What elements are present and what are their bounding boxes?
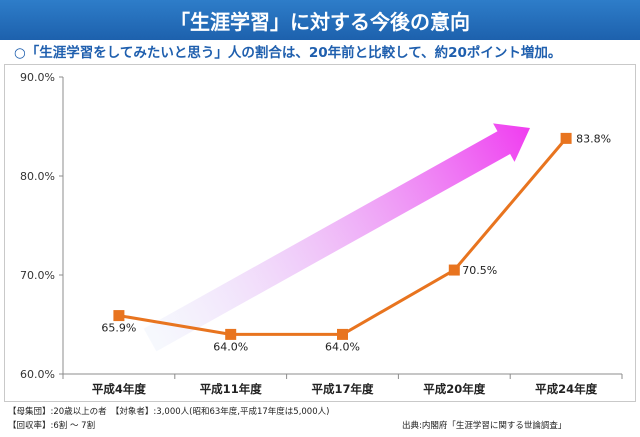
y-tick-label: 80.0% bbox=[20, 170, 55, 183]
data-label: 83.8% bbox=[576, 132, 611, 145]
footnote-response-rate: 【回収率】:6割 ～ 7割 bbox=[8, 421, 96, 431]
data-point bbox=[560, 132, 572, 144]
data-label: 64.0% bbox=[325, 340, 360, 353]
data-point bbox=[225, 328, 237, 340]
trend-arrow-shape bbox=[143, 123, 531, 352]
x-tick-label: 平成11年度 bbox=[200, 382, 263, 396]
data-point bbox=[337, 328, 348, 340]
trend-arrow bbox=[143, 123, 531, 352]
data-label: 64.0% bbox=[213, 340, 248, 353]
data-point bbox=[113, 310, 125, 322]
data-label: 70.5% bbox=[462, 264, 497, 277]
x-tick-label: 平成20年度 bbox=[423, 382, 486, 396]
chart-frame bbox=[4, 64, 636, 402]
x-tick-label: 平成24年度 bbox=[535, 382, 598, 396]
data-point bbox=[448, 264, 460, 276]
data-label: 65.9% bbox=[101, 322, 136, 335]
y-tick-label: 60.0% bbox=[20, 368, 55, 381]
y-tick-label: 90.0% bbox=[20, 71, 55, 84]
footnote-source: 出典:内閣府「生涯学習に関する世論調査」 bbox=[402, 421, 567, 431]
page-title: 「生涯学習」に対する今後の意向 bbox=[0, 0, 640, 40]
footnote-population: 【母集団】:20歳以上の者 【対象者】:3,000人(昭和63年度,平成17年度… bbox=[8, 407, 330, 417]
y-tick-label: 70.0% bbox=[20, 269, 55, 282]
x-tick-label: 平成17年度 bbox=[311, 382, 374, 396]
chart-subtitle: ○「生涯学習をしてみたいと思う」人の割合は、20年前と比較して、約20ポイント増… bbox=[14, 45, 562, 61]
x-tick-label: 平成4年度 bbox=[92, 382, 147, 396]
